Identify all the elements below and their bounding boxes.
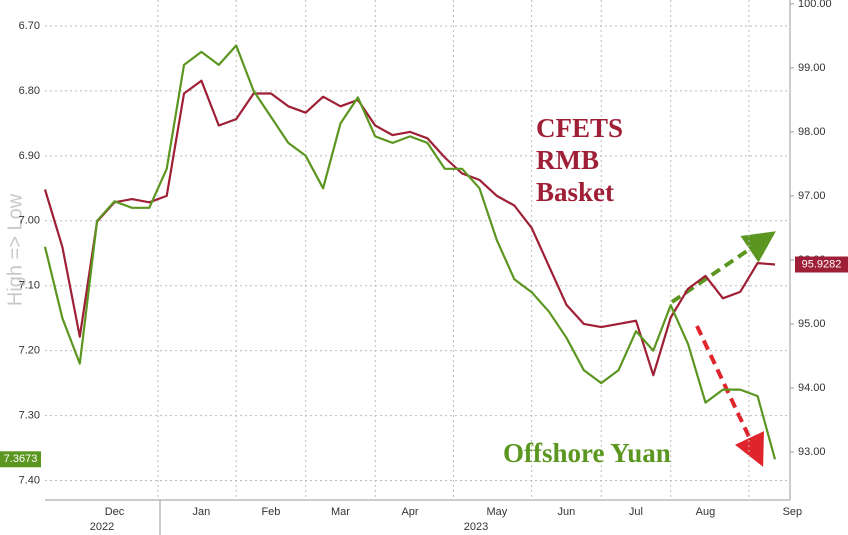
x-tick-label: Jun	[558, 506, 576, 518]
x-tick-label: May	[487, 506, 508, 518]
y2-tick-label: 94.00	[798, 382, 826, 394]
y-tick-label: 7.10	[19, 280, 40, 292]
x-tick-label: Apr	[401, 506, 418, 518]
y-tick-label: 6.90	[19, 150, 40, 162]
series-annotation: Offshore Yuan	[503, 438, 671, 468]
last-value-label: 7.3673	[4, 453, 38, 465]
y-tick-label: 6.70	[19, 20, 40, 32]
x-tick-label: Jan	[193, 506, 211, 518]
x-tick-label: Jul	[629, 506, 643, 518]
year-label: 2022	[90, 521, 114, 533]
last-value-label: 95.9282	[802, 258, 842, 270]
y-tick-label: 7.30	[19, 409, 40, 421]
series-line	[43, 79, 776, 377]
x-tick-label: Mar	[331, 506, 350, 518]
x-tick-label: Sep	[783, 506, 803, 518]
y-tick-label: 7.00	[19, 215, 40, 227]
y-tick-label: 6.80	[19, 85, 40, 97]
y2-tick-label: 98.00	[798, 126, 826, 138]
y2-tick-label: 95.00	[798, 318, 826, 330]
x-tick-label: Feb	[261, 506, 280, 518]
down-arrow	[695, 325, 764, 467]
y-tick-label: 7.20	[19, 345, 40, 357]
x-tick-label: Dec	[105, 506, 125, 518]
series-line	[43, 44, 777, 460]
year-label: 2023	[464, 521, 488, 533]
y2-tick-label: 93.00	[798, 446, 826, 458]
y2-tick-label: 97.00	[798, 190, 826, 202]
y-tick-label: 7.40	[19, 474, 40, 486]
y2-tick-label: 99.00	[798, 62, 826, 74]
last-value-tag	[0, 451, 41, 468]
y-axis-label: High => Low	[4, 193, 26, 306]
y2-tick-label: 100.00	[798, 0, 832, 10]
last-value-tag	[795, 256, 848, 273]
x-tick-label: Aug	[696, 506, 716, 518]
series-annotation: CFETS RMB Basket	[536, 113, 624, 207]
